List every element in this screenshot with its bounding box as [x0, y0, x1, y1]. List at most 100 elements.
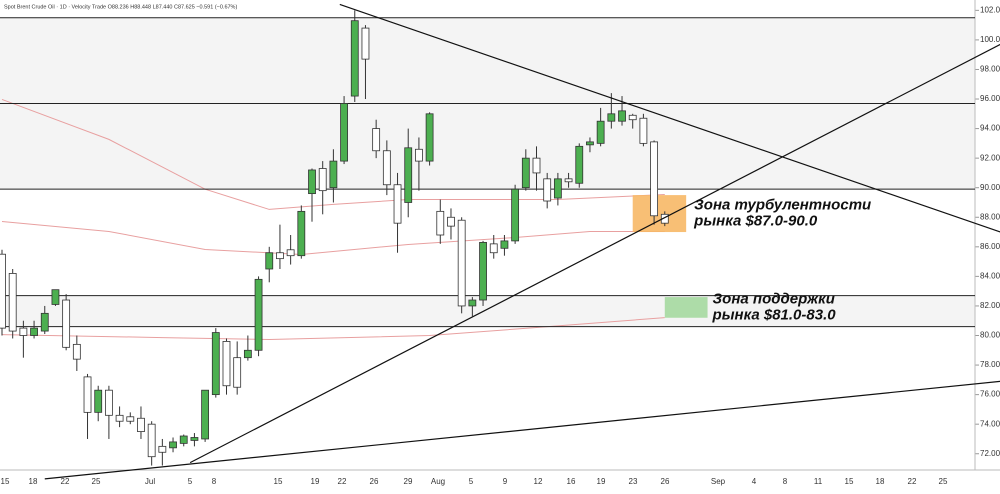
zone-label: рынка $87.0-90.0 — [693, 213, 818, 230]
candle-body — [169, 441, 177, 449]
candle-body — [30, 327, 38, 336]
trend-line — [339, 3, 1000, 233]
candle-body — [318, 168, 327, 192]
x-tick-label: 15 — [845, 477, 854, 486]
candle-body — [436, 210, 445, 236]
x-tick-label: 5 — [469, 477, 474, 486]
x-tick-label: 16 — [567, 477, 576, 486]
candle-body — [286, 249, 295, 257]
candle-body — [350, 20, 359, 97]
y-tick-label: 76.000 — [980, 390, 1000, 399]
candle-body — [425, 113, 434, 162]
candle-body — [372, 128, 381, 152]
y-tick-label: 102.000 — [980, 5, 1000, 14]
y-tick-label: 98.000 — [980, 65, 1000, 74]
candle-body — [0, 253, 6, 329]
candle-body — [308, 169, 316, 195]
candle-body — [457, 219, 466, 307]
candle-body — [233, 357, 242, 388]
y-tick-label: 94.000 — [980, 124, 1000, 133]
candle-body — [607, 113, 616, 122]
candle-body — [489, 243, 498, 254]
x-tick-label: 8 — [783, 477, 788, 486]
y-tick-label: 96.000 — [980, 94, 1000, 103]
candle-body — [211, 332, 220, 396]
x-tick-label: 22 — [338, 477, 347, 486]
candle-body — [276, 252, 284, 260]
candle-body — [8, 273, 17, 332]
x-tick-label: 18 — [29, 477, 38, 486]
candle-body — [201, 389, 210, 440]
x-tick-label: 8 — [212, 477, 217, 486]
band — [0, 295, 975, 327]
candle-body — [297, 210, 306, 257]
candle-body — [51, 289, 60, 305]
x-tick-label: Aug — [431, 477, 445, 486]
y-tick-label: 90.000 — [980, 183, 1000, 192]
candle-body — [415, 148, 423, 162]
candle-body — [19, 327, 28, 336]
x-tick-label: 23 — [629, 477, 638, 486]
candle-body — [553, 178, 562, 199]
x-tick-label: 22 — [908, 477, 917, 486]
x-tick-label: 19 — [311, 477, 320, 486]
candle-body — [586, 141, 594, 146]
x-tick-label: 9 — [503, 477, 508, 486]
moving-average — [1, 317, 665, 340]
candle-body — [511, 188, 520, 242]
candle-body — [126, 416, 135, 422]
candle-body — [158, 445, 167, 453]
candle-body — [404, 147, 413, 203]
candle-body — [650, 141, 658, 217]
candle-body — [575, 145, 584, 184]
y-tick-label: 78.000 — [980, 360, 1000, 369]
moving-average — [1, 99, 665, 210]
candle-body — [468, 299, 477, 307]
x-tick-label: 5 — [188, 477, 193, 486]
candle-body — [40, 312, 49, 332]
candle-body — [393, 184, 402, 224]
x-tick-label: 26 — [661, 477, 670, 486]
x-tick-label: 25 — [92, 477, 101, 486]
zone — [664, 297, 708, 318]
band — [0, 17, 975, 104]
candle-body — [137, 417, 145, 432]
candle-body — [147, 423, 156, 458]
x-tick-label: 25 — [939, 477, 948, 486]
x-tick-label: Sep — [711, 477, 726, 486]
y-tick-label: 82.000 — [980, 301, 1000, 310]
candle-body — [105, 389, 113, 416]
candle-body — [479, 241, 487, 301]
candle-body — [382, 150, 391, 186]
candle-body — [62, 299, 71, 348]
y-tick-label: 74.000 — [980, 419, 1000, 428]
x-tick-label: 18 — [876, 477, 885, 486]
zone-label: Зона турбулентности — [694, 197, 871, 214]
x-tick-label: 19 — [597, 477, 606, 486]
candle-body — [115, 414, 124, 422]
y-tick-label: 84.000 — [980, 271, 1000, 280]
candle-body — [94, 389, 103, 413]
y-tick-label: 88.000 — [980, 212, 1000, 221]
zone-label: рынка $81.0-83.0 — [712, 306, 837, 323]
candle-body — [254, 278, 263, 351]
x-tick-label: 15 — [274, 477, 283, 486]
candle-body — [190, 437, 199, 441]
candle-body — [521, 157, 530, 189]
x-tick-label: 4 — [752, 477, 757, 486]
zone — [632, 195, 687, 233]
candle-body — [500, 240, 509, 249]
candle-body — [618, 110, 626, 122]
candle-body — [72, 343, 81, 360]
candle-body — [340, 103, 348, 162]
candle-body — [329, 160, 338, 189]
trend-line — [189, 43, 1000, 464]
trend-line — [44, 380, 1000, 480]
x-tick-label: 26 — [370, 477, 379, 486]
y-tick-label: 100.000 — [980, 35, 1000, 44]
candle-body — [179, 435, 188, 444]
candle-body — [361, 27, 370, 60]
candle-body — [222, 341, 231, 387]
x-tick-label: 11 — [814, 477, 823, 486]
